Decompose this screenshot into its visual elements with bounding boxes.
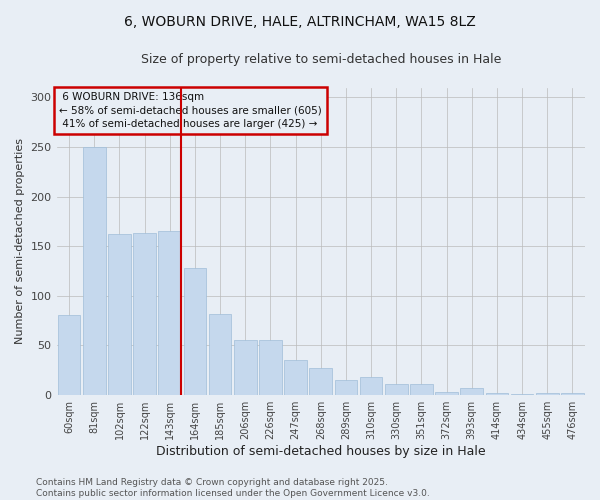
Bar [360, 377, 382, 394]
Bar [485, 392, 508, 394]
Y-axis label: Number of semi-detached properties: Number of semi-detached properties [15, 138, 25, 344]
Text: 6, WOBURN DRIVE, HALE, ALTRINCHAM, WA15 8LZ: 6, WOBURN DRIVE, HALE, ALTRINCHAM, WA15 … [124, 15, 476, 29]
Bar [284, 360, 307, 394]
Bar [234, 340, 257, 394]
Bar [108, 234, 131, 394]
Bar [335, 380, 357, 394]
Bar [435, 392, 458, 394]
Bar [385, 384, 407, 394]
Bar [460, 388, 483, 394]
Bar [536, 392, 559, 394]
Bar [259, 340, 282, 394]
Bar [133, 233, 156, 394]
Bar [561, 392, 584, 394]
Text: 6 WOBURN DRIVE: 136sqm
← 58% of semi-detached houses are smaller (605)
 41% of s: 6 WOBURN DRIVE: 136sqm ← 58% of semi-det… [59, 92, 322, 128]
Bar [410, 384, 433, 394]
Title: Size of property relative to semi-detached houses in Hale: Size of property relative to semi-detach… [140, 52, 501, 66]
X-axis label: Distribution of semi-detached houses by size in Hale: Distribution of semi-detached houses by … [156, 444, 485, 458]
Bar [209, 314, 232, 394]
Bar [158, 231, 181, 394]
Bar [310, 368, 332, 394]
Bar [58, 316, 80, 394]
Bar [184, 268, 206, 394]
Bar [83, 147, 106, 394]
Text: Contains HM Land Registry data © Crown copyright and database right 2025.
Contai: Contains HM Land Registry data © Crown c… [36, 478, 430, 498]
